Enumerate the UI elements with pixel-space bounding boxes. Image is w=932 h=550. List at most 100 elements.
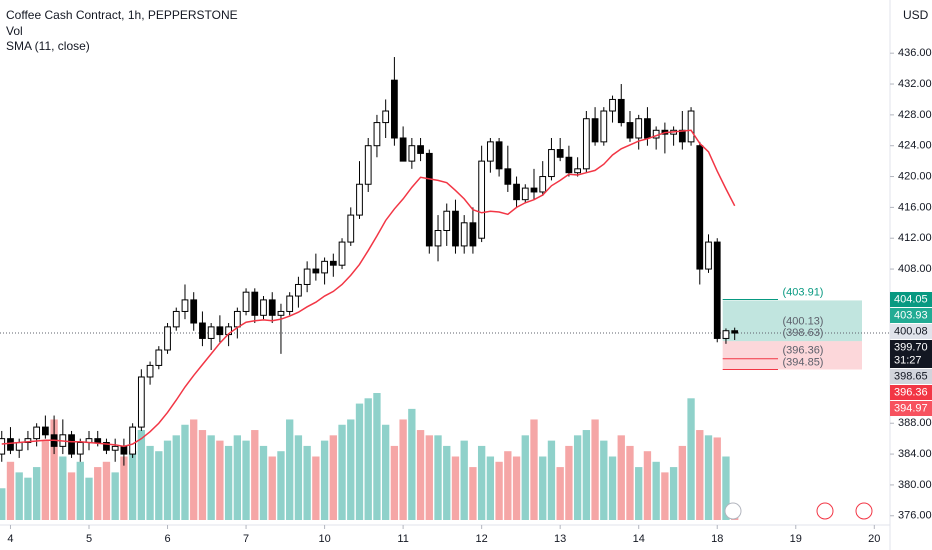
price-tag <box>890 385 932 401</box>
volume-bar <box>59 456 67 520</box>
volume-bar <box>6 461 15 520</box>
y-tick-label: 408.00 <box>898 263 932 275</box>
candle-body <box>626 122 634 139</box>
x-tick-label: 13 <box>554 533 566 545</box>
x-tick-label: 6 <box>164 533 170 545</box>
price-tag <box>890 340 932 369</box>
price-tag-label: 398.65 <box>894 370 928 382</box>
volume-bar <box>242 440 250 520</box>
volume-bar <box>373 393 381 520</box>
volume-bar <box>233 435 241 520</box>
candle-body <box>347 214 355 243</box>
volume-bar <box>0 488 6 520</box>
candle-body <box>460 222 468 247</box>
volume-bar <box>565 445 573 520</box>
candle-body <box>329 260 337 266</box>
candle-body <box>713 241 721 339</box>
volume-bar <box>477 445 486 520</box>
candle-body <box>207 326 215 339</box>
x-tick-label: 18 <box>711 533 723 545</box>
volume-bar <box>320 440 329 520</box>
candle-body <box>137 376 145 428</box>
currency-label: USD <box>903 8 929 22</box>
volume-bar <box>591 419 599 520</box>
y-tick-label: 416.00 <box>898 201 932 213</box>
position-label: (394.85) <box>783 356 824 368</box>
candle-body <box>303 268 311 285</box>
y-tick-label: 436.00 <box>898 47 932 59</box>
volume-bar <box>102 461 111 520</box>
icons <box>724 502 873 520</box>
volume-bar <box>696 430 704 520</box>
candle-body <box>216 326 224 336</box>
candle-body <box>705 241 712 270</box>
volume-bar <box>224 445 233 520</box>
volume-bar <box>704 435 713 520</box>
candle-body <box>539 176 547 193</box>
event-flag[interactable] <box>816 502 834 520</box>
volume-bar <box>259 445 268 520</box>
volume-bar <box>329 435 337 520</box>
x-tick-label: 11 <box>397 533 408 545</box>
candle-body <box>469 222 477 247</box>
candle-body <box>600 110 608 143</box>
candle-body <box>277 310 285 316</box>
candle-body <box>486 141 494 162</box>
price-tag <box>890 292 932 308</box>
volume-bar <box>268 456 276 520</box>
x-tick-label: 4 <box>7 533 13 545</box>
volume-bar <box>556 467 564 520</box>
price-tag <box>890 369 932 385</box>
volume-bar <box>146 445 154 520</box>
volume-bar <box>277 451 285 520</box>
volume-bar <box>669 467 678 520</box>
volume-bar <box>469 467 477 520</box>
volume-bar <box>286 419 294 520</box>
volume-bar <box>661 472 669 520</box>
candle-body <box>678 129 686 143</box>
candle-body <box>242 291 250 312</box>
alert-icon[interactable] <box>724 502 742 520</box>
chart-title: Coffee Cash Contract, 1h, PEPPERSTONE <box>6 8 238 22</box>
volume-bar <box>434 435 442 520</box>
candle-body <box>565 156 573 174</box>
volume-bar <box>120 456 128 520</box>
candle-body <box>425 152 433 247</box>
price-tag-label: 400.08 <box>894 325 928 337</box>
candle-body <box>417 145 424 154</box>
position-label: (398.63) <box>783 327 824 339</box>
volume-bar <box>355 403 364 520</box>
volume-bar <box>15 472 23 520</box>
volume-bar <box>617 435 625 520</box>
candle-body <box>76 442 84 455</box>
candle-body <box>644 118 651 139</box>
candle-body <box>0 438 6 455</box>
candle-body <box>582 118 590 170</box>
candle-body <box>15 442 23 451</box>
event-flag[interactable] <box>855 502 873 520</box>
position-label: (400.13) <box>783 316 824 328</box>
y-tick-label: 424.00 <box>898 140 932 152</box>
candle-body <box>286 295 294 312</box>
target-zone <box>722 300 862 342</box>
candle-body <box>434 230 442 247</box>
candle-body <box>530 187 538 193</box>
y-tick-label: 428.00 <box>898 109 932 121</box>
volume-bar <box>582 430 591 520</box>
candle-body <box>399 137 407 162</box>
volume-bar <box>94 467 102 520</box>
volume-bar <box>713 437 721 520</box>
volume-bar <box>41 440 50 520</box>
candle-body <box>408 145 416 162</box>
y-tick-label: 384.00 <box>898 448 932 460</box>
volume-bar <box>722 456 730 520</box>
candle-body <box>696 145 704 270</box>
volume-bar <box>626 445 634 520</box>
volume-bar <box>643 451 652 520</box>
price-tag-label: 396.36 <box>894 386 928 398</box>
volume-bar <box>635 467 643 520</box>
volume-bar <box>338 424 346 520</box>
volume-bar <box>512 456 521 520</box>
volume-bar <box>390 445 399 520</box>
volume-bar <box>408 408 416 520</box>
